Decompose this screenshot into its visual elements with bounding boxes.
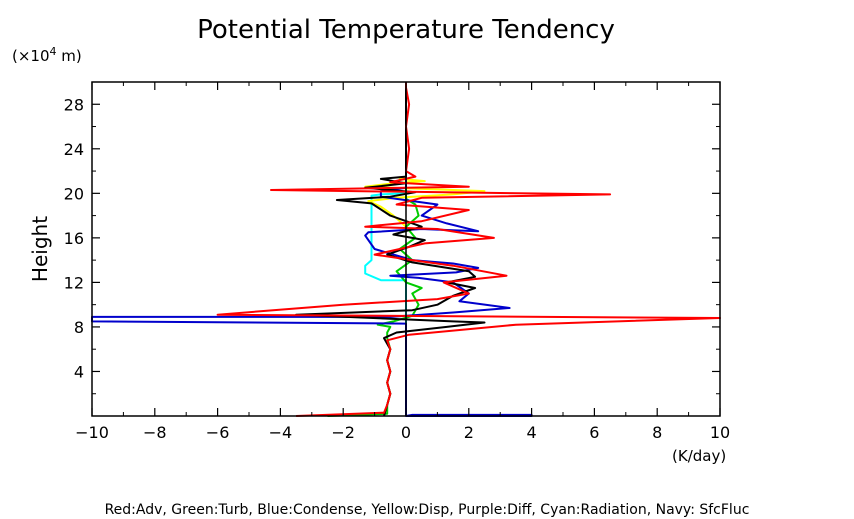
x-tick-label: 2	[464, 423, 474, 442]
x-tick-label: −10	[75, 423, 109, 442]
y-axis-unit-suffix: m)	[57, 47, 82, 65]
y-axis-unit-exponent: 4	[50, 45, 57, 58]
x-tick-label: 8	[652, 423, 662, 442]
series-line-0	[364, 82, 407, 416]
series-line-3	[91, 82, 533, 417]
y-axis-label: Height	[28, 216, 52, 282]
y-axis-unit-prefix: (×10	[12, 47, 50, 65]
x-tick-label: 4	[527, 423, 537, 442]
x-tick-label: −6	[206, 423, 230, 442]
y-tick-label: 20	[64, 184, 84, 203]
y-tick-label: 28	[64, 95, 84, 114]
x-tick-label: 6	[589, 423, 599, 442]
chart-title: Potential Temperature Tendency	[197, 15, 615, 45]
y-tick-label: 4	[74, 362, 84, 381]
y-tick-label: 24	[64, 140, 84, 159]
series-line-1	[364, 175, 486, 228]
x-tick-label: −4	[269, 423, 293, 442]
x-tick-label: −8	[143, 423, 167, 442]
y-tick-label: 16	[64, 229, 84, 248]
y-axis-unit: (×104 m)	[12, 45, 82, 65]
y-tick-label: 8	[74, 318, 84, 337]
x-tick-label: −2	[331, 423, 355, 442]
x-tick-label: 10	[710, 423, 730, 442]
x-axis-unit: (K/day)	[672, 447, 726, 465]
x-tick-label: 0	[401, 423, 411, 442]
y-tick-label: 12	[64, 273, 84, 292]
legend-text: Red:Adv, Green:Turb, Blue:Condense, Yell…	[105, 502, 750, 518]
series-line-4	[295, 82, 486, 417]
series-line-5	[216, 82, 721, 417]
series-layer	[91, 82, 721, 417]
